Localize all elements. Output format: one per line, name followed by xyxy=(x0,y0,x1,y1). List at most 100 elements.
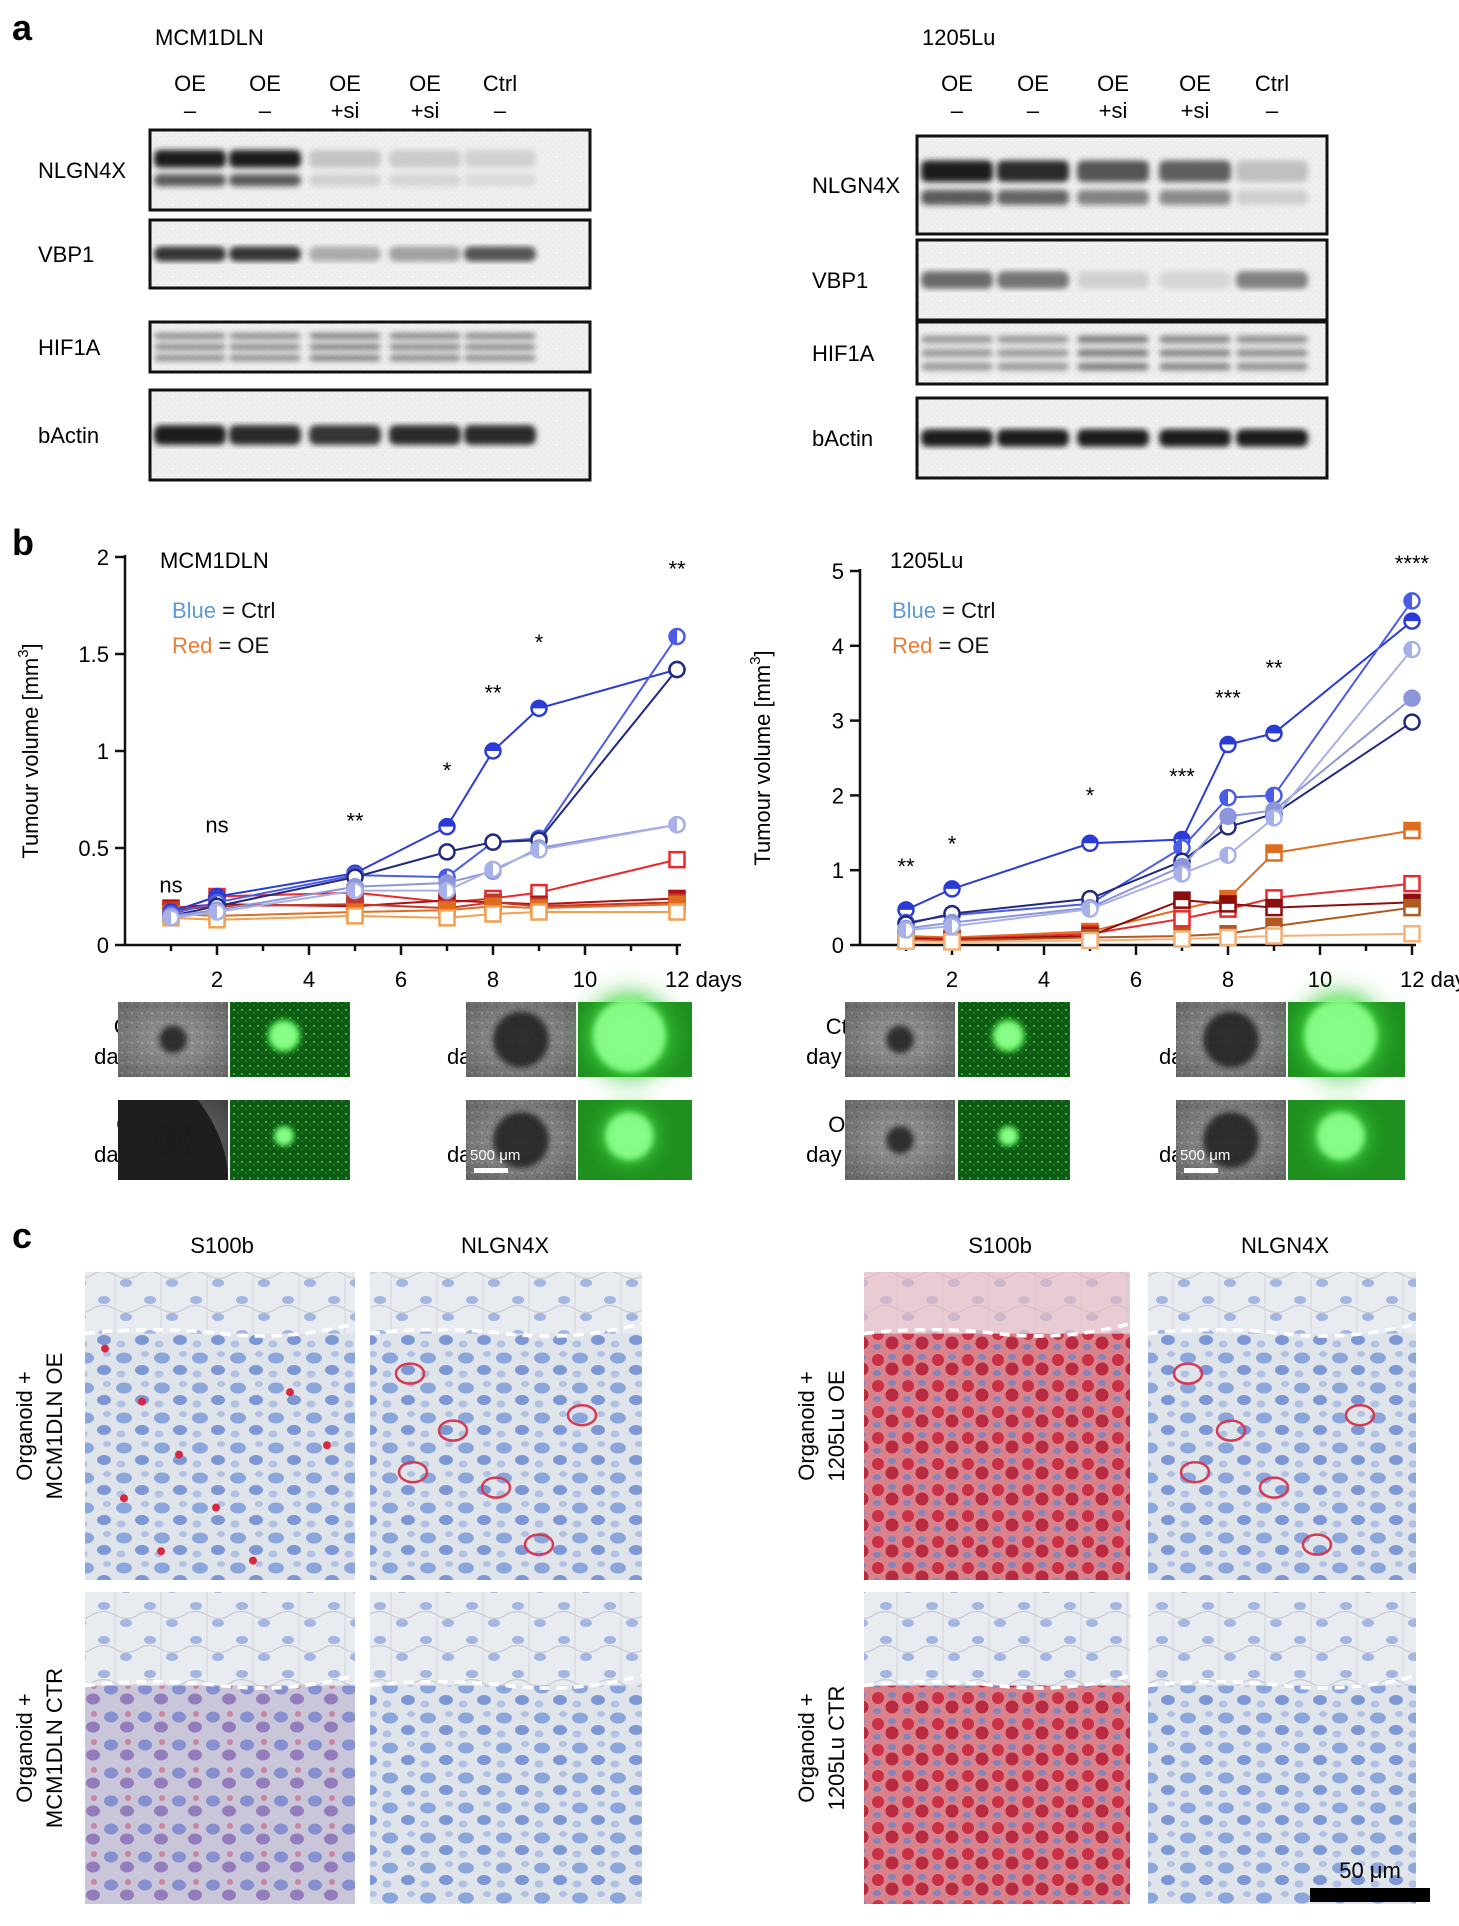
lane-si-label: – xyxy=(951,98,964,123)
blot-strip xyxy=(915,396,1329,480)
lane-si-label: – xyxy=(494,98,507,123)
y-tick-label: 0 xyxy=(832,933,844,958)
blot-band xyxy=(309,425,381,445)
data-point xyxy=(530,903,548,921)
blot-band xyxy=(464,150,536,187)
series-line xyxy=(905,829,1413,939)
blot-strip xyxy=(915,238,1329,322)
lane-treatment-label: OE xyxy=(329,71,361,96)
data-point xyxy=(1173,865,1191,883)
blot-band xyxy=(309,246,381,262)
blot-band xyxy=(1236,160,1308,205)
blot-band xyxy=(1077,271,1149,289)
data-point xyxy=(668,850,686,869)
histology-row-label: Organoid +1205Lu OE xyxy=(794,1370,849,1481)
lane-treatment-label: Ctrl xyxy=(1255,71,1289,96)
scale-bar xyxy=(1184,1168,1218,1173)
blot-band xyxy=(389,333,461,361)
series-line xyxy=(905,648,1413,932)
blot-band xyxy=(1236,271,1308,289)
y-tick-label: 0.5 xyxy=(78,836,109,861)
y-tick-label: 4 xyxy=(832,634,844,659)
significance-label: **** xyxy=(1395,551,1430,576)
tissue-boundary xyxy=(863,1673,1131,1690)
significance-label: * xyxy=(1086,783,1095,808)
brightfield-image xyxy=(845,1100,955,1180)
panel-c-letter: c xyxy=(12,1215,32,1256)
series-line xyxy=(170,668,678,917)
data-point xyxy=(438,881,456,900)
lane-treatment-label: OE xyxy=(249,71,281,96)
data-point xyxy=(1081,931,1099,950)
data-point xyxy=(668,903,686,921)
legend-oe: Red = OE xyxy=(892,633,989,658)
blot-band xyxy=(464,246,536,262)
blot-strip xyxy=(148,320,592,374)
data-point xyxy=(162,909,180,927)
y-tick-label: 3 xyxy=(832,709,844,734)
scale-bar xyxy=(474,1168,508,1173)
series-line xyxy=(170,635,678,915)
data-point xyxy=(484,833,502,851)
blot-row-label: HIF1A xyxy=(812,341,875,366)
brightfield-image xyxy=(118,1002,228,1077)
blot-band xyxy=(229,246,301,262)
data-point xyxy=(1403,925,1421,943)
stain-label: S100b xyxy=(968,1233,1032,1258)
histology-row-label: Organoid +1205Lu CTR xyxy=(794,1686,849,1811)
y-axis-label: Tumour volume [mm3] xyxy=(15,643,43,858)
data-point xyxy=(438,909,456,927)
data-point xyxy=(1173,839,1191,857)
y-axis-label: Tumour volume [mm3] xyxy=(747,650,775,865)
tissue-boundary xyxy=(863,1321,1131,1338)
tissue-boundary xyxy=(1147,1321,1417,1338)
data-point xyxy=(1081,834,1099,853)
series-line xyxy=(905,620,1413,911)
fluorescence-image xyxy=(577,983,692,1088)
chart-title: 1205Lu xyxy=(890,548,963,573)
histology-image xyxy=(369,1592,643,1904)
blot-band xyxy=(997,271,1069,289)
blot-row-label: bActin xyxy=(38,423,99,448)
stain-label: NLGN4X xyxy=(461,1233,549,1258)
x-tick-label: 10 xyxy=(573,967,597,992)
data-point xyxy=(1403,713,1421,731)
x-tick-label: 12 days xyxy=(1400,967,1459,992)
y-tick-label: 2 xyxy=(97,545,109,570)
blot-band xyxy=(154,333,226,361)
data-point xyxy=(668,815,686,834)
y-tick-label: 5 xyxy=(832,559,844,584)
lane-treatment-label: OE xyxy=(941,71,973,96)
blot-band xyxy=(1159,429,1231,447)
lane-treatment-label: Ctrl xyxy=(483,71,517,96)
growth-chart-mcm1dln: 0 0.5 1 1.5 2 2 4 6 8 10 12 days Tumour volume [mm3… xyxy=(15,545,742,992)
blot-band xyxy=(389,425,461,445)
histology-scale-bar xyxy=(1310,1888,1430,1902)
data-point xyxy=(943,917,961,936)
significance-label: ns xyxy=(159,873,182,898)
blot-band xyxy=(1077,160,1149,205)
significance-label: * xyxy=(535,630,544,655)
data-point xyxy=(1403,821,1421,840)
brightfield-image xyxy=(466,1100,576,1180)
data-point xyxy=(208,903,226,921)
blot-band xyxy=(309,150,381,187)
blot-band xyxy=(154,425,226,445)
lane-treatment-label: OE xyxy=(1179,71,1211,96)
data-point xyxy=(1219,895,1237,913)
significance-label: ** xyxy=(668,556,686,581)
data-point xyxy=(1173,891,1191,909)
scale-bar-label: 500 μm xyxy=(470,1147,520,1164)
lane-si-label: – xyxy=(259,98,272,123)
tissue-boundary xyxy=(84,1321,356,1338)
stain-label: S100b xyxy=(190,1233,254,1258)
data-point xyxy=(1403,898,1421,917)
blot-cell-line-title: 1205Lu xyxy=(922,25,995,50)
data-point xyxy=(1403,592,1421,610)
data-point xyxy=(1403,689,1421,707)
fluorescence-image xyxy=(958,1100,1070,1180)
y-tick-label: 2 xyxy=(832,783,844,808)
data-point xyxy=(530,699,548,718)
legend-ctrl: Blue = Ctrl xyxy=(892,598,995,623)
tissue-boundary xyxy=(1147,1673,1417,1690)
